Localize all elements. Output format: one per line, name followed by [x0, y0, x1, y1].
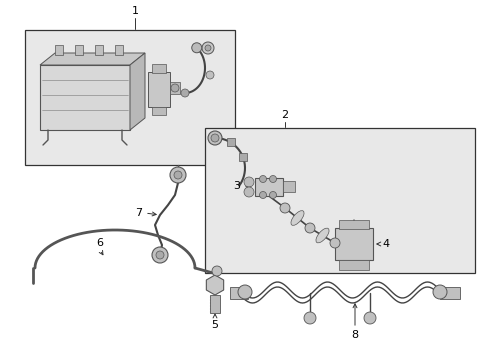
Text: 3: 3 — [232, 181, 240, 191]
Bar — [283, 181, 294, 192]
Bar — [40, 65, 130, 130]
Bar — [95, 45, 103, 55]
Circle shape — [181, 89, 189, 97]
Bar — [25, 30, 235, 165]
Bar — [334, 228, 372, 260]
Circle shape — [204, 45, 210, 51]
Polygon shape — [206, 275, 223, 295]
Circle shape — [156, 251, 163, 259]
Bar — [115, 45, 123, 55]
Bar — [55, 45, 63, 55]
Circle shape — [212, 266, 222, 276]
Text: 4: 4 — [381, 239, 388, 249]
Bar — [439, 287, 459, 299]
Circle shape — [174, 171, 182, 179]
Bar — [152, 64, 165, 73]
Circle shape — [363, 312, 375, 324]
Text: 7: 7 — [135, 208, 142, 218]
Circle shape — [207, 131, 222, 145]
Text: 6: 6 — [96, 238, 103, 248]
Ellipse shape — [290, 211, 304, 225]
Bar — [75, 45, 83, 55]
Circle shape — [305, 223, 314, 233]
Text: 1: 1 — [131, 6, 138, 16]
Bar — [229, 287, 247, 299]
Circle shape — [259, 176, 266, 183]
Bar — [226, 139, 234, 147]
Circle shape — [269, 192, 276, 198]
Circle shape — [202, 42, 214, 54]
Bar — [254, 178, 283, 196]
Polygon shape — [130, 53, 145, 130]
Circle shape — [329, 238, 339, 248]
Circle shape — [238, 285, 251, 299]
Polygon shape — [40, 53, 145, 65]
Circle shape — [259, 192, 266, 198]
Bar — [152, 107, 165, 115]
Circle shape — [191, 43, 202, 53]
Circle shape — [244, 187, 253, 197]
Bar — [204, 128, 474, 273]
Circle shape — [244, 177, 253, 187]
Text: 8: 8 — [351, 330, 358, 340]
Circle shape — [432, 285, 446, 299]
Text: 2: 2 — [281, 110, 288, 120]
Ellipse shape — [315, 228, 328, 243]
Circle shape — [152, 247, 168, 263]
Circle shape — [205, 71, 214, 79]
Circle shape — [210, 134, 219, 142]
Bar — [148, 72, 170, 107]
Circle shape — [304, 312, 315, 324]
Bar — [338, 220, 368, 229]
Bar — [170, 82, 180, 94]
Circle shape — [280, 203, 289, 213]
Circle shape — [269, 176, 276, 183]
Bar — [338, 260, 368, 270]
Bar — [238, 153, 246, 161]
Text: 5: 5 — [211, 320, 218, 330]
Circle shape — [171, 84, 179, 92]
Bar — [209, 295, 220, 313]
Circle shape — [170, 167, 185, 183]
